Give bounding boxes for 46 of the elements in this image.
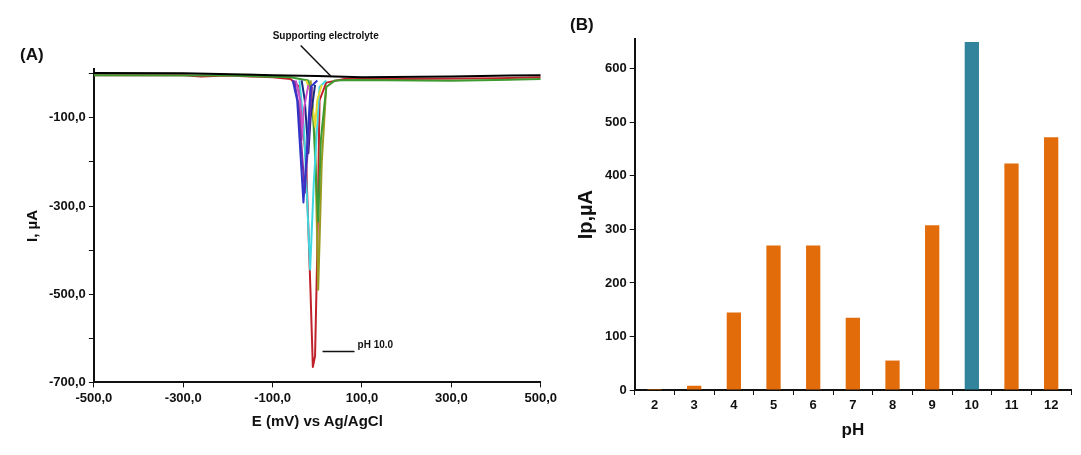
x-axis-title: E (mV) vs Ag/AgCl bbox=[251, 412, 383, 430]
y-axis-title: I, µA bbox=[23, 209, 41, 242]
bar bbox=[964, 42, 979, 390]
y-tick-label: -300,0 bbox=[48, 197, 86, 213]
y-tick-label: 100 bbox=[604, 328, 627, 344]
x-tick-label: 11 bbox=[1004, 397, 1019, 413]
x-tick-label: 12 bbox=[1043, 397, 1059, 413]
y-tick-label: -100,0 bbox=[48, 109, 86, 125]
annotation: pH 10.0 bbox=[357, 339, 394, 351]
x-tick-label: 5 bbox=[769, 397, 778, 413]
x-axis-title: pH bbox=[841, 420, 865, 440]
x-tick-label: 10 bbox=[964, 397, 980, 413]
x-tick-label: 7 bbox=[849, 397, 857, 413]
x-tick-label: 2 bbox=[650, 397, 659, 413]
x-tick-label: 3 bbox=[690, 397, 698, 413]
x-tick-label: 100,0 bbox=[345, 389, 379, 405]
bar bbox=[1044, 137, 1059, 390]
y-tick-label: 200 bbox=[604, 274, 627, 290]
annotation: Supporting electrolyte bbox=[272, 30, 380, 42]
x-tick-label: 4 bbox=[730, 397, 739, 413]
x-tick-label: -100,0 bbox=[254, 389, 292, 405]
y-tick-label: 0 bbox=[619, 381, 627, 397]
y-tick-label: 500 bbox=[604, 113, 627, 129]
y-tick-label: -700,0 bbox=[48, 373, 86, 389]
x-tick-label: 6 bbox=[809, 397, 817, 413]
x-tick-label: 8 bbox=[888, 397, 897, 413]
y-tick-label: 300 bbox=[604, 221, 627, 236]
bar bbox=[1004, 163, 1019, 390]
x-tick-label: -300,0 bbox=[164, 389, 202, 405]
x-tick-label: 500,0 bbox=[524, 389, 558, 405]
bar bbox=[885, 360, 900, 390]
bar bbox=[766, 245, 781, 390]
bar bbox=[845, 317, 860, 390]
bar bbox=[687, 385, 702, 390]
bar bbox=[925, 225, 940, 390]
y-tick-label: 400 bbox=[604, 167, 627, 183]
x-tick-label: 300,0 bbox=[435, 389, 468, 405]
bar bbox=[726, 312, 741, 390]
y-tick-label: -500,0 bbox=[48, 285, 86, 301]
y-axis-title: Ip,µA bbox=[573, 190, 596, 240]
x-tick-label: 9 bbox=[928, 397, 936, 413]
x-tick-label: -500,0 bbox=[75, 389, 113, 405]
chart-title: (A) bbox=[20, 44, 44, 64]
chart-title: (B) bbox=[570, 14, 594, 34]
bar bbox=[806, 245, 821, 390]
y-tick-label: 600 bbox=[604, 60, 627, 76]
